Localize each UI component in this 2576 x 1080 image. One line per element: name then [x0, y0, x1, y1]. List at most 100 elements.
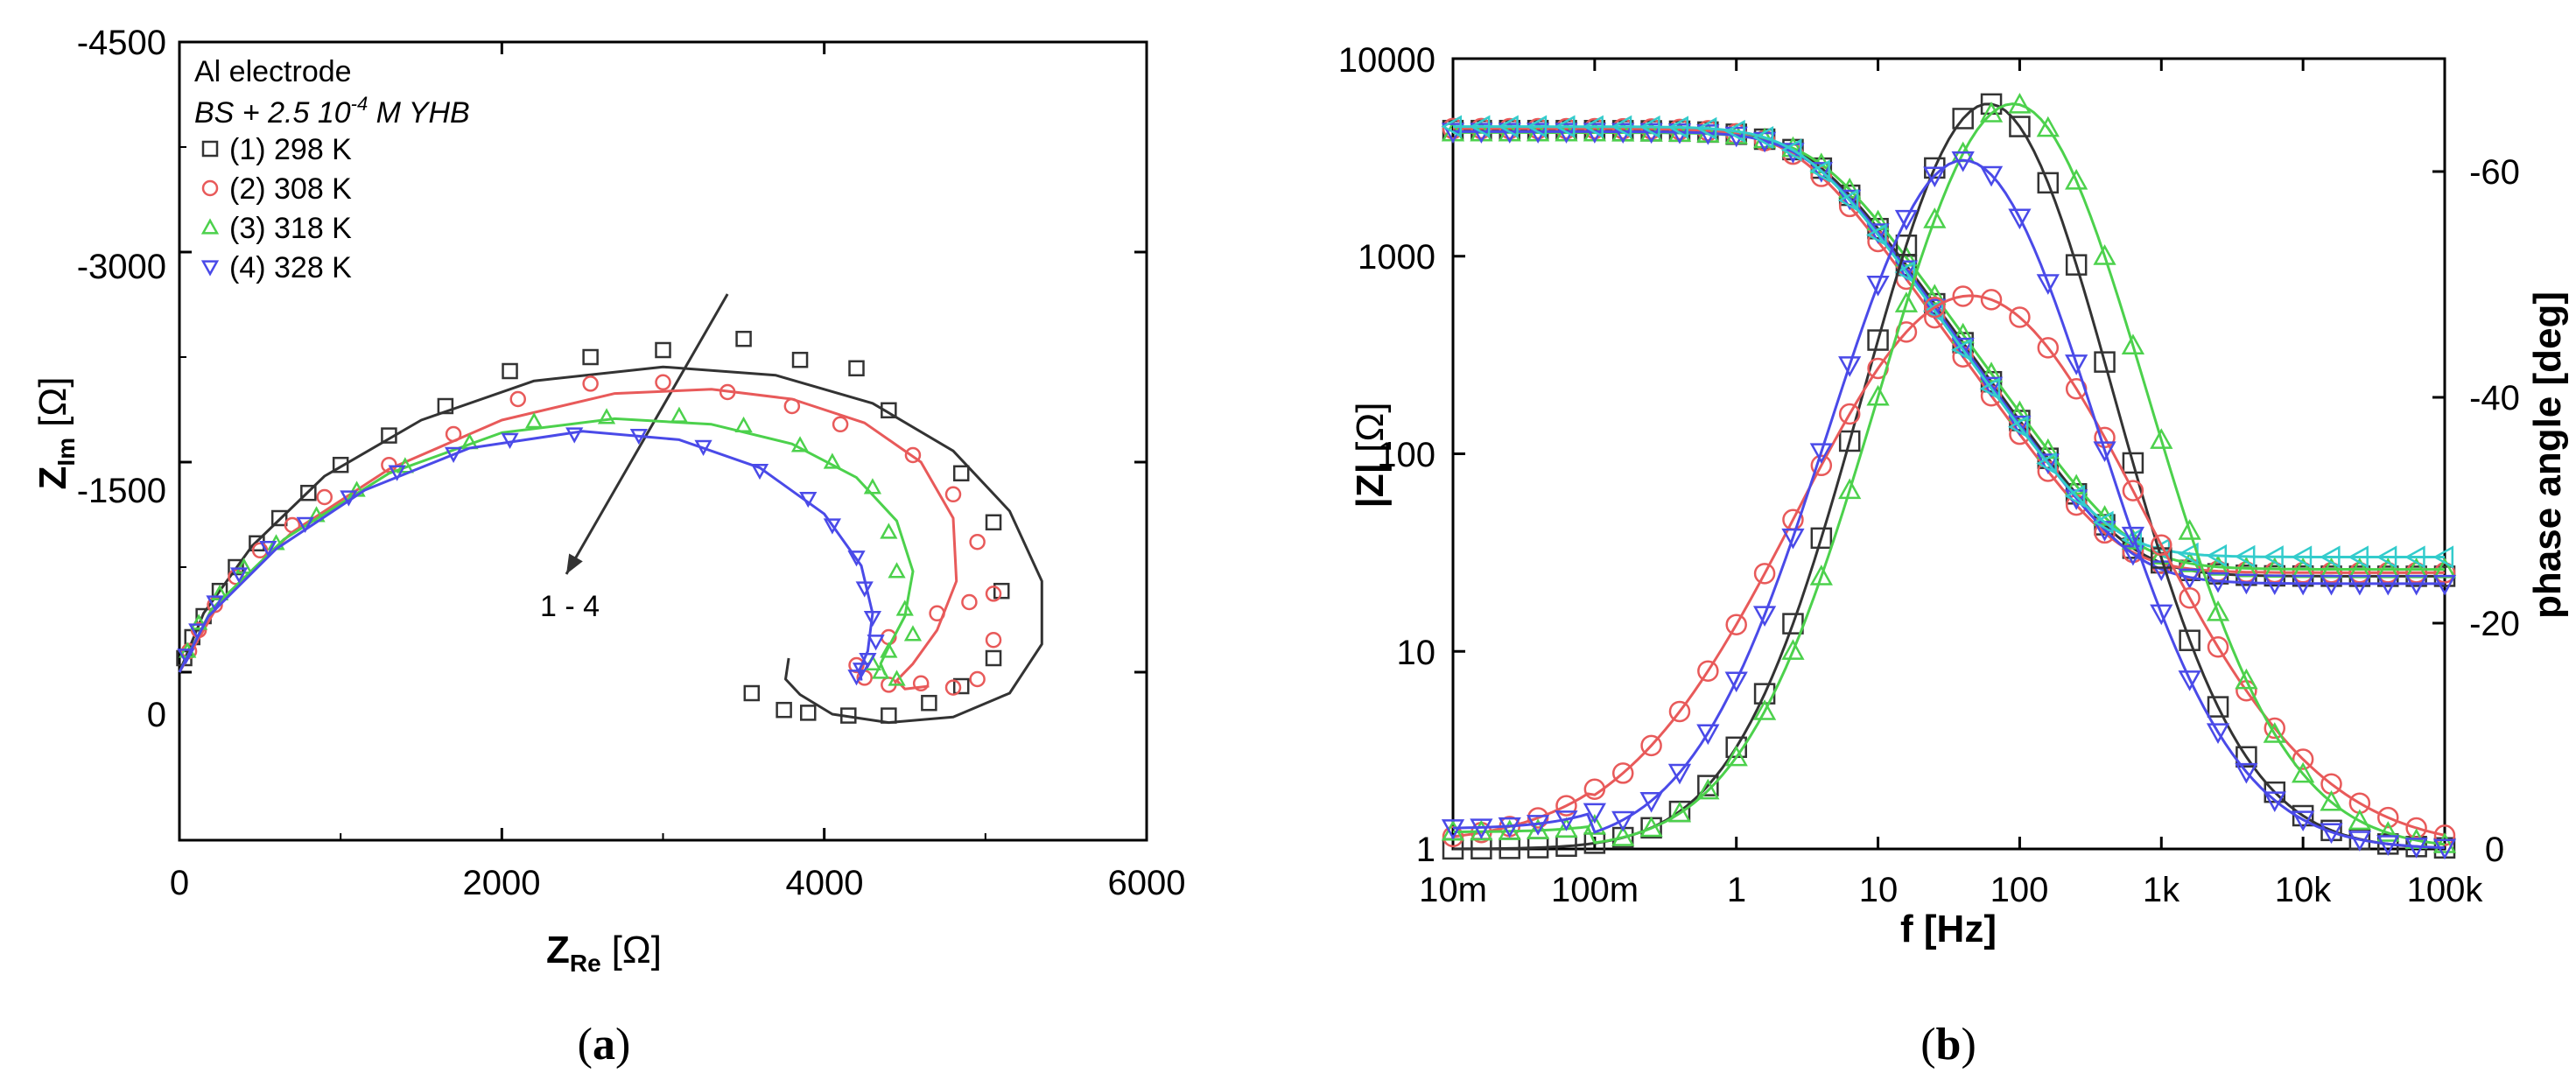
nyquist-data-point: [944, 679, 962, 696]
phase-data-point: [2264, 717, 2286, 740]
phase-data-point: [1838, 356, 1862, 377]
phase-data-point: [1924, 296, 1946, 319]
phase-fit-line: [1452, 158, 2446, 850]
bode-xtick-label: 100m: [1551, 871, 1639, 909]
bode-ticks: [1451, 57, 2446, 851]
nyquist-data-point: [655, 374, 671, 391]
bode-data: [1441, 93, 2457, 860]
nyquist-data-point: [961, 593, 978, 611]
nyquist-data-point: [944, 486, 962, 503]
nyquist-data-point: [895, 600, 914, 616]
bode-left-ytick-label: 1000: [1358, 238, 1435, 277]
phase-data-point: [1555, 817, 1578, 838]
phase-data-point: [1838, 403, 1861, 425]
nyquist-data-point: [444, 446, 463, 463]
panel-label-b-close: ): [1961, 1020, 1976, 1069]
phase-data-point: [1498, 817, 1521, 838]
phase-data-point: [2432, 838, 2457, 860]
modulus-fit-line: [1453, 125, 2445, 558]
nyquist-data-point: [888, 670, 906, 686]
modulus-data-point: [2376, 574, 2400, 596]
modulus-data-point: [2235, 573, 2258, 595]
bode-xtick-label: 10: [1859, 871, 1899, 909]
phase-data-point: [2263, 791, 2286, 813]
phase-data-point: [2348, 809, 2372, 831]
phase-data-point: [2207, 696, 2229, 718]
phase-data-point: [2009, 306, 2031, 328]
modulus-fit-line: [1453, 129, 2445, 578]
phase-data-point: [2292, 748, 2314, 770]
bode-x-axis-label: f [Hz]: [1900, 908, 1997, 950]
nyquist-ytick-label: -3000: [77, 248, 166, 286]
nyquist-data-point: [655, 341, 671, 359]
phase-data-point: [1583, 778, 1606, 800]
phase-data-point: [1725, 614, 1747, 635]
panel-label-a-close: ): [615, 1020, 630, 1069]
phase-data-point: [2178, 670, 2201, 691]
legend-marker: [200, 260, 220, 277]
phase-data-point: [1894, 209, 1919, 231]
modulus-data-point: [1498, 115, 1519, 138]
nyquist-data-point: [863, 478, 882, 494]
modulus-data-point: [2008, 400, 2032, 422]
bode-xtick-label: 10m: [1419, 871, 1487, 909]
phase-data-point: [1470, 819, 1493, 841]
nyquist-x-axis-label: ZRe [Ω]: [546, 929, 662, 977]
modulus-data-point: [1498, 123, 1521, 144]
nyquist-data-point: [509, 390, 526, 408]
nyquist-data-point: [783, 397, 801, 415]
nyquist-data-point: [904, 446, 922, 464]
modulus-data-point: [1470, 117, 1492, 140]
nyquist-fit-line: [178, 388, 958, 691]
modulus-data-point: [1668, 118, 1691, 141]
nyquist-data-point: [300, 484, 317, 501]
nyquist-plot-panel: 0 2000 4000 6000 -4500 -3000 -1500 0 ZRe…: [32, 24, 1185, 1069]
modulus-data-point: [1922, 299, 1944, 323]
phase-data-point: [1498, 819, 1521, 840]
nyquist-data-point: [437, 397, 454, 415]
phase-data-point: [2292, 810, 2315, 832]
phase-data-point: [2150, 428, 2173, 449]
modulus-data-point: [2178, 568, 2201, 590]
nyquist-data-point: [597, 408, 616, 424]
x-label-sub: Re: [570, 950, 601, 977]
modulus-fit-line: [1453, 130, 2445, 572]
nyquist-data-point: [848, 656, 865, 674]
phase-data-point: [1979, 102, 2004, 123]
modulus-data-point: [1527, 117, 1549, 140]
phase-data-point: [1697, 660, 1719, 682]
nyquist-data-point: [823, 518, 841, 535]
nyquist-data-point: [743, 684, 761, 702]
bode-plot-panel: 10m 100m 1 10 100 1k 10k 100k 1 10 100 1…: [1338, 41, 2569, 1069]
phase-data-point: [2263, 722, 2286, 743]
nyquist-data-point: [206, 595, 224, 612]
nyquist-data-point: [719, 383, 736, 401]
bode-right-ytick-label: -60: [2469, 153, 2520, 192]
phase-data-point: [2121, 526, 2145, 548]
nyquist-data-point: [776, 701, 792, 719]
phase-data-point: [1810, 527, 1833, 550]
nyquist-data-point: [903, 625, 923, 642]
nyquist-ticks: [178, 40, 1148, 840]
nyquist-fit-line: [178, 430, 874, 681]
nyquist-data-point: [855, 581, 874, 598]
phase-data-point: [1697, 775, 1719, 796]
phase-data-point: [1696, 778, 1720, 800]
nyquist-data-point: [867, 635, 885, 651]
phase-data-point: [2235, 668, 2258, 690]
modulus-data-point: [1696, 124, 1720, 145]
modulus-data-point: [1724, 119, 1745, 144]
nyquist-data-point: [823, 452, 841, 469]
modulus-data-point: [1695, 116, 1717, 140]
bode-xtick-label: 100k: [2407, 871, 2484, 909]
nyquist-data-point: [881, 707, 897, 724]
nyquist-data-point: [952, 677, 970, 695]
nyquist-data-point: [880, 522, 898, 539]
modulus-data-point: [2007, 415, 2029, 438]
legend-subtitle-sup: -4: [351, 93, 369, 115]
modulus-data-point: [2376, 545, 2397, 569]
modulus-data-point: [1951, 322, 1975, 344]
nyquist-data-point: [912, 675, 930, 692]
bode-right-ytick-label: -40: [2469, 379, 2520, 417]
nyquist-data-point: [251, 542, 269, 559]
